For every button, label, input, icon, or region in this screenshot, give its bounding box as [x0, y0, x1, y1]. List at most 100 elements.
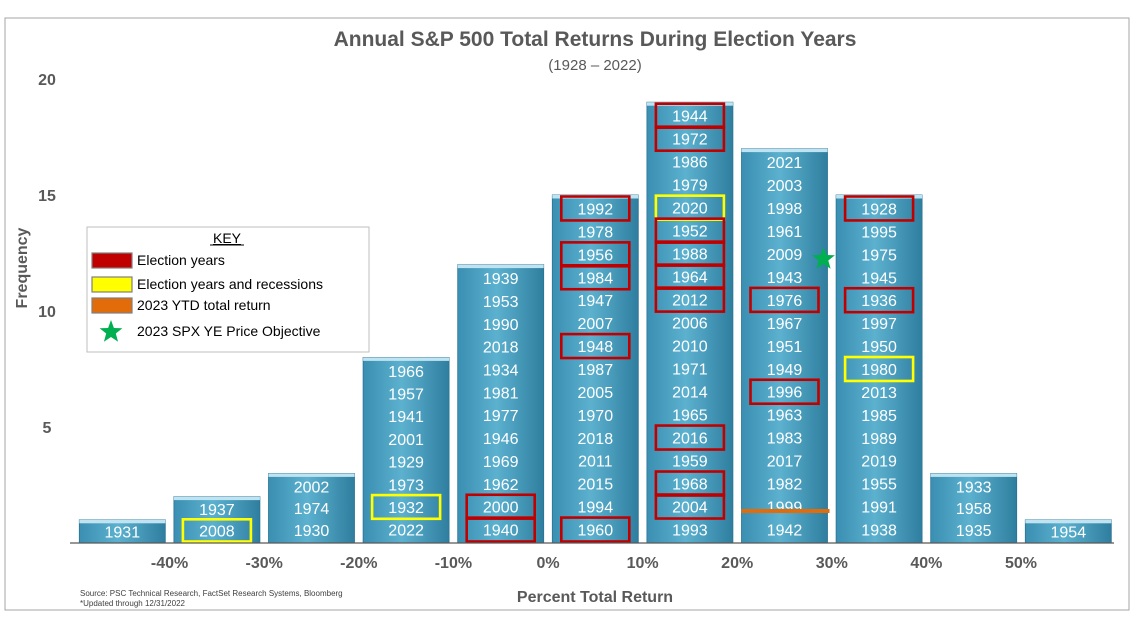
- bar-top-highlight: [268, 473, 355, 477]
- y-tick-label: 20: [38, 72, 56, 89]
- histogram-bin: 1954: [1024, 519, 1112, 544]
- x-tick-label: -30%: [246, 555, 283, 572]
- year-label: 1982: [767, 477, 803, 494]
- year-label: 2020: [672, 201, 708, 218]
- year-label: 1980: [861, 362, 897, 379]
- bar: [930, 472, 1018, 544]
- year-label: 2022: [388, 523, 424, 540]
- year-label: 1943: [767, 270, 803, 287]
- election-year-box: [559, 332, 631, 360]
- y-tick-label: 10: [38, 304, 56, 321]
- histogram-bin: 1966 1957 1941 2001 1929 1973 1932 2022: [362, 356, 450, 544]
- election-year-box: [654, 424, 726, 451]
- histogram-bin: 1933 1958 1935: [930, 472, 1018, 544]
- year-label: 1948: [578, 339, 614, 356]
- election-year-box: [749, 286, 820, 314]
- bar-top-highlight: [457, 264, 544, 269]
- year-label: 1996: [767, 385, 803, 402]
- year-label: 2016: [672, 431, 708, 448]
- election-year-box: [843, 286, 915, 314]
- x-tick-label: 50%: [1005, 555, 1037, 572]
- year-label: 1928: [861, 201, 897, 218]
- legend-swatch: [91, 252, 133, 269]
- legend-swatch: [91, 276, 133, 293]
- year-label: 1955: [861, 477, 897, 494]
- year-label: 1997: [861, 316, 897, 333]
- year-label: 1989: [861, 431, 897, 448]
- year-label: 1976: [767, 293, 803, 310]
- y-axis: 5 10 15 20: [38, 72, 56, 437]
- legend-star-icon: [99, 320, 123, 342]
- chart-title: Annual S&P 500 Total Returns During Elec…: [334, 28, 857, 51]
- year-label: 2010: [672, 339, 708, 356]
- election-year-box: [465, 516, 537, 543]
- year-label: 2003: [767, 178, 803, 195]
- year-label: 1939: [483, 271, 519, 288]
- year-label: 1956: [578, 247, 614, 264]
- x-tick-label: 10%: [627, 555, 659, 572]
- year-label: 1983: [767, 431, 803, 448]
- year-label: 2019: [861, 454, 897, 471]
- x-tick-label: -10%: [435, 555, 472, 572]
- bars-group: 1931 1937 2008 2002 1974 1930 1966 1957 1941 2001…: [78, 101, 1112, 544]
- year-label: 1962: [483, 477, 519, 494]
- year-label: 2008: [199, 523, 235, 540]
- year-label: 1986: [672, 155, 708, 172]
- year-label: 1938: [861, 523, 897, 540]
- year-label: 2007: [578, 316, 614, 333]
- year-label: 1999: [767, 500, 803, 517]
- bar-top-highlight: [930, 473, 1017, 477]
- histogram-bin: 1939 1953 1990 2018 1934 1981 1977 1946 1969 1962…: [457, 264, 545, 544]
- year-label: 1942: [767, 523, 803, 540]
- year-label: 1953: [483, 294, 519, 311]
- histogram-bin: 2021 2003 1998 1961 2009 1943 1976 1967 1951 1949…: [741, 148, 835, 544]
- year-label: 1985: [861, 408, 897, 425]
- x-tick-label: -40%: [151, 555, 188, 572]
- year-label: 1946: [483, 431, 519, 448]
- year-label: 1929: [388, 455, 424, 472]
- year-label: 1940: [483, 523, 519, 540]
- legend-title: KEY: [213, 230, 242, 246]
- year-label: 1988: [672, 247, 708, 264]
- x-tick-label: 30%: [816, 555, 848, 572]
- year-label: 1994: [578, 500, 614, 517]
- year-label: 2009: [767, 247, 803, 264]
- year-label: 1969: [483, 454, 519, 471]
- year-label: 1945: [861, 270, 897, 287]
- updated-note: *Updated through 12/31/2022: [80, 599, 186, 608]
- legend-swatch: [91, 297, 133, 314]
- year-label: 1957: [388, 386, 424, 403]
- legend: KEY Election years Election years and rece…: [86, 226, 370, 353]
- x-axis: -40% -30% -20% -10% 0% 10% 20% 30% 40% 50%: [70, 542, 1114, 572]
- histogram-bin: 1944 1972 1986 1979 2020 1952 1988 1964 2012 2006…: [646, 101, 734, 544]
- election-year-box: [559, 263, 631, 291]
- y-axis-label: Frequency: [14, 227, 31, 308]
- year-label: 1947: [578, 293, 614, 310]
- bar-top-highlight: [363, 357, 450, 361]
- year-label: 1974: [294, 501, 330, 518]
- year-label: 2005: [578, 385, 614, 402]
- year-label: 1966: [388, 364, 424, 381]
- year-label: 1973: [388, 477, 424, 494]
- year-label: 1932: [388, 500, 424, 517]
- year-label: 1961: [767, 224, 803, 241]
- recession-year-box: [370, 493, 442, 521]
- year-label: 1990: [483, 317, 519, 334]
- year-label: 1949: [767, 362, 803, 379]
- source-note: Source: PSC Technical Research, FactSet …: [80, 589, 343, 598]
- bar-top-highlight: [1025, 519, 1112, 524]
- bar: [741, 148, 828, 544]
- year-label: 2002: [294, 479, 330, 496]
- year-label: 1971: [672, 362, 708, 379]
- price-objective-star: [812, 247, 835, 269]
- x-axis-label: Percent Total Return: [517, 589, 673, 606]
- year-label: 2000: [483, 500, 519, 517]
- year-label: 2001: [388, 432, 424, 449]
- year-label: 2004: [672, 500, 708, 517]
- year-label: 1998: [767, 201, 803, 218]
- histogram-bin: 1928 1995 1975 1945 1936 1997 1950 1980 2013 1985…: [835, 194, 923, 544]
- year-label: 1965: [672, 408, 708, 425]
- election-year-box: [843, 195, 915, 222]
- year-label: 1941: [388, 409, 424, 426]
